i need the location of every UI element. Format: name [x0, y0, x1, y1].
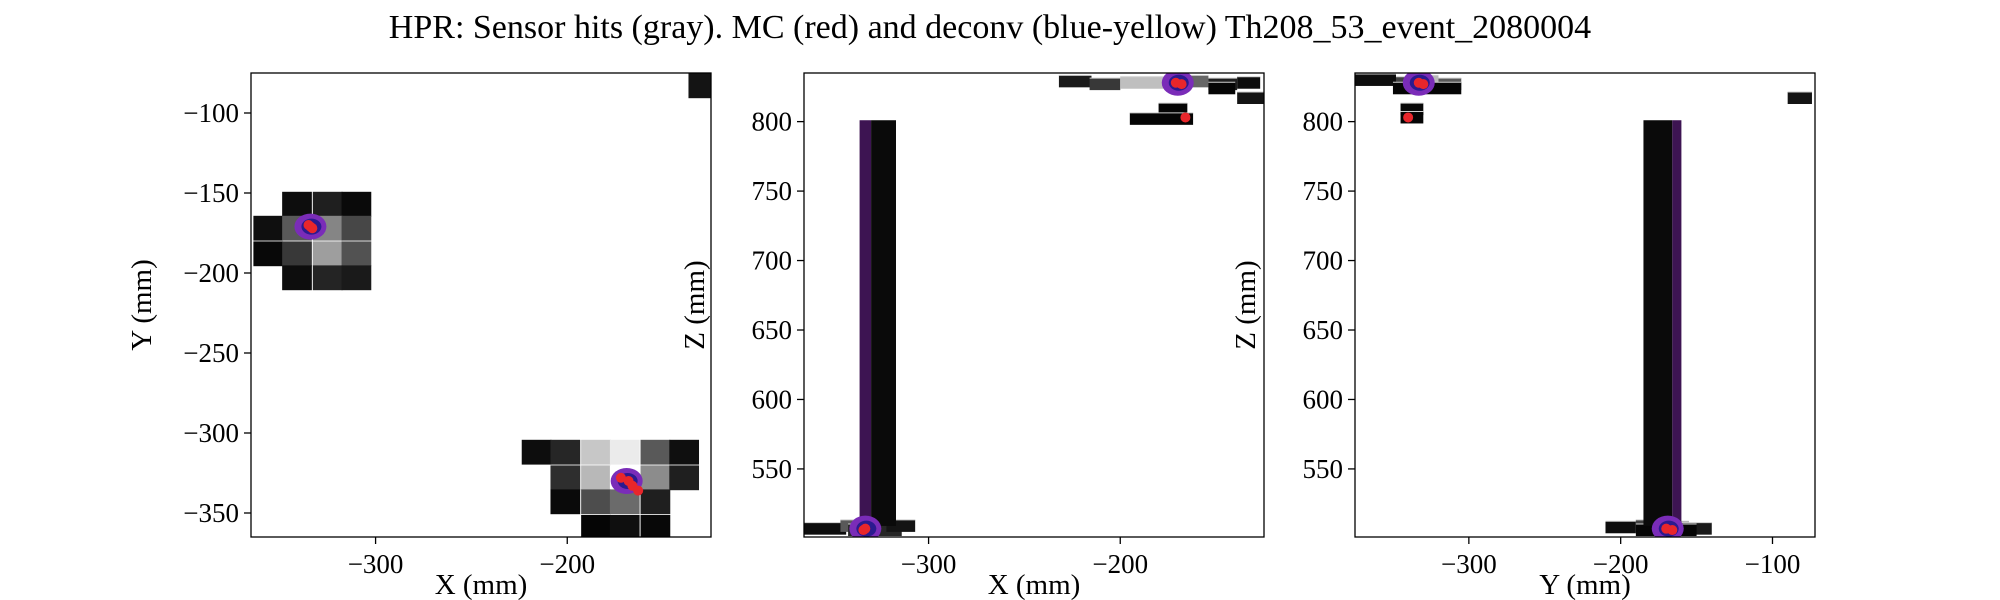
- x-tick-label: −300: [901, 549, 957, 579]
- sensor-hit-cell: [550, 489, 581, 515]
- y-tick-label: −350: [183, 498, 239, 528]
- sensor-hit-cell: [550, 465, 581, 491]
- x-axis-label: X (mm): [435, 569, 528, 600]
- sensor-hit-bar: [1089, 78, 1121, 91]
- y-tick-label: 600: [1303, 384, 1344, 414]
- mc-point: [1403, 112, 1414, 123]
- sensor-hit-bar: [1787, 92, 1812, 105]
- sensor-hit-cell: [253, 241, 284, 267]
- sensor-hit-cell: [669, 439, 700, 465]
- y-tick-label: 700: [1303, 246, 1344, 276]
- mc-point: [1418, 79, 1429, 90]
- x-tick-label: −200: [539, 549, 595, 579]
- mc-point: [615, 472, 626, 483]
- sensor-hit-cell: [282, 265, 312, 291]
- deconv-column: [1672, 120, 1682, 526]
- sensor-hit-cell: [521, 439, 552, 465]
- sensor-hit-bar: [804, 522, 847, 535]
- sensor-hit-bar: [1237, 76, 1261, 89]
- y-tick-label: 600: [752, 384, 793, 414]
- panel-xz-projection: −300 −200 550 600 650 700 750 800 X (mm) Z (mm): [679, 72, 1265, 600]
- y-tick-label: −200: [183, 258, 239, 288]
- sensor-hit-bar: [1208, 82, 1236, 95]
- figure-title: HPR: Sensor hits (gray). MC (red) and de…: [389, 9, 1591, 46]
- x-tick-label: −200: [1593, 549, 1649, 579]
- sensor-hit-cell: [282, 191, 312, 217]
- x-tick-label: −200: [1092, 549, 1148, 579]
- sensor-hit-cell: [640, 515, 671, 537]
- hit-column: [871, 120, 896, 526]
- axes-frame: [250, 72, 712, 538]
- sensor-hit-bar: [1605, 521, 1636, 534]
- mc-point: [860, 523, 871, 534]
- sensor-hit-cell: [581, 489, 611, 515]
- mc-point: [1667, 525, 1678, 536]
- sensor-hit-bar: [1058, 75, 1092, 88]
- sensor-hit-cell: [341, 215, 372, 241]
- sensor-hit-cell: [341, 265, 372, 291]
- x-tick-label: −300: [1441, 549, 1497, 579]
- sensor-hit-cell: [581, 465, 611, 491]
- plot-area: [253, 73, 711, 537]
- sensor-hit-cell: [669, 465, 700, 491]
- sensor-hit-cell: [312, 241, 343, 267]
- y-tick-label: 750: [1303, 176, 1344, 206]
- sensor-hit-cell: [282, 241, 312, 267]
- panel-xy-projection: −300 −200 −350 −300 −250 −200 −150 −100 X (mm) Y …: [126, 72, 712, 600]
- hit-column: [1643, 120, 1673, 526]
- mc-point: [1176, 79, 1187, 90]
- panel-yz-projection: −300 −200 −100 550 600 650 700 750 800 Y (mm) Z (m…: [1230, 72, 1816, 600]
- sensor-hit-bar: [1355, 73, 1396, 86]
- sensor-hit-cell: [609, 515, 640, 537]
- sensor-hit-cell: [312, 191, 343, 217]
- sensor-hit-cell: [341, 191, 372, 217]
- y-tick-label: 550: [752, 454, 793, 484]
- y-tick-label: 700: [752, 246, 793, 276]
- x-tick-label: −100: [1745, 549, 1801, 579]
- sensor-hit-bar: [1129, 112, 1194, 125]
- mc-point: [633, 485, 644, 496]
- mc-point: [303, 220, 314, 230]
- y-tick-label: −150: [183, 178, 239, 208]
- sensor-hit-cell: [640, 439, 671, 465]
- sensor-hit-cell: [581, 515, 611, 537]
- sensor-hit-bar: [1237, 92, 1264, 105]
- sensor-hit-cell: [341, 241, 372, 267]
- mc-point: [1180, 112, 1191, 123]
- sensor-hit-cell: [609, 439, 640, 465]
- y-tick-label: −300: [183, 418, 239, 448]
- y-axis-label: Z (mm): [679, 260, 711, 349]
- sensor-hit-cell: [640, 465, 671, 491]
- y-tick-label: −250: [183, 338, 239, 368]
- sensor-hit-cell: [550, 439, 581, 465]
- y-tick-label: 800: [1303, 107, 1344, 137]
- sensor-hit-cell: [688, 73, 711, 99]
- plot-area: [804, 73, 1264, 537]
- y-tick-label: −100: [183, 98, 239, 128]
- y-tick-label: 800: [752, 107, 793, 137]
- y-axis-label: Y (mm): [126, 259, 158, 351]
- x-axis-label: X (mm): [988, 569, 1081, 600]
- y-axis-label: Z (mm): [1230, 260, 1262, 349]
- sensor-hit-cell: [253, 215, 284, 241]
- x-tick-label: −300: [348, 549, 404, 579]
- axes-frame: [803, 72, 1265, 538]
- sensor-hit-cell: [581, 439, 611, 465]
- y-tick-label: 550: [1303, 454, 1344, 484]
- x-axis-label: Y (mm): [1539, 569, 1631, 600]
- y-tick-label: 750: [752, 176, 793, 206]
- plot-area: [1355, 73, 1812, 537]
- sensor-hit-cell: [640, 489, 671, 515]
- sensor-hit-bar: [1158, 103, 1188, 116]
- y-tick-label: 650: [752, 315, 793, 345]
- deconv-column: [859, 120, 872, 526]
- axes-frame: [1354, 72, 1816, 538]
- y-tick-label: 650: [1303, 315, 1344, 345]
- sensor-hit-cell: [312, 265, 343, 291]
